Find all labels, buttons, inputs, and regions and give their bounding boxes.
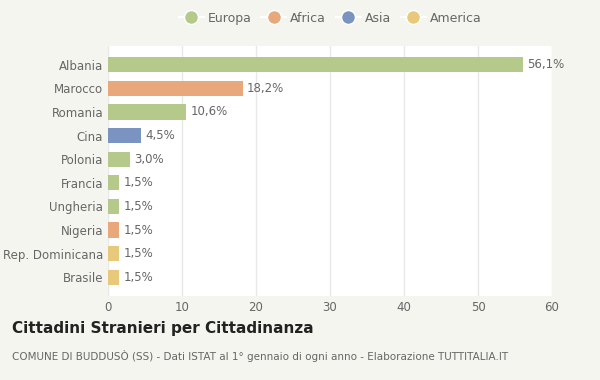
Text: 1,5%: 1,5% — [124, 200, 153, 213]
Legend: Europa, Africa, Asia, America: Europa, Africa, Asia, America — [173, 7, 487, 30]
Bar — [108, 222, 119, 238]
Bar — [108, 152, 130, 167]
Bar — [108, 175, 119, 190]
Text: 10,6%: 10,6% — [191, 105, 228, 119]
Bar — [108, 270, 119, 285]
Bar — [108, 57, 523, 72]
Bar — [108, 81, 242, 96]
Text: 1,5%: 1,5% — [124, 223, 153, 237]
Text: 18,2%: 18,2% — [247, 82, 284, 95]
Bar — [108, 104, 187, 120]
Bar — [108, 199, 119, 214]
Text: 3,0%: 3,0% — [134, 153, 164, 166]
Text: Cittadini Stranieri per Cittadinanza: Cittadini Stranieri per Cittadinanza — [12, 321, 314, 336]
Text: 1,5%: 1,5% — [124, 271, 153, 284]
Text: 56,1%: 56,1% — [527, 58, 565, 71]
Text: 4,5%: 4,5% — [146, 129, 175, 142]
Text: 1,5%: 1,5% — [124, 247, 153, 260]
Text: 1,5%: 1,5% — [124, 176, 153, 189]
Bar — [108, 128, 142, 143]
Bar — [108, 246, 119, 261]
Text: COMUNE DI BUDDUSÒ (SS) - Dati ISTAT al 1° gennaio di ogni anno - Elaborazione TU: COMUNE DI BUDDUSÒ (SS) - Dati ISTAT al 1… — [12, 350, 508, 362]
